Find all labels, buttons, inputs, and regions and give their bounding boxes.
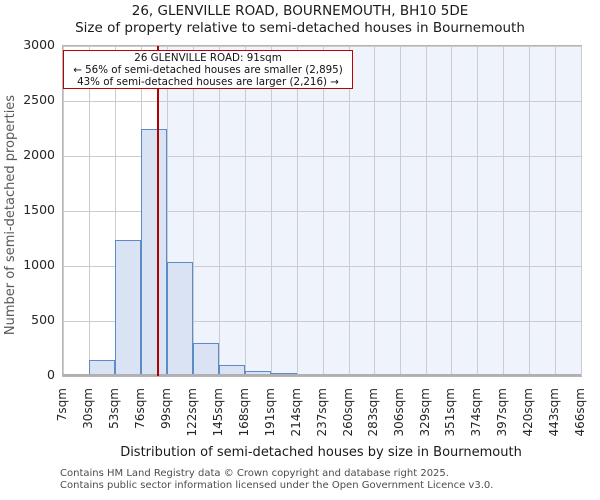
x-tick-label: 168sqm [236,388,251,437]
y-tick-label: 0 [47,367,55,382]
y-tick-label: 1500 [23,202,55,217]
gridline-v [451,46,453,376]
x-tick-label: 76sqm [132,388,147,429]
gridline-v [581,46,582,376]
gridline-h [63,156,581,157]
histogram-bar [140,128,167,376]
histogram-bar [114,239,141,376]
gridline-v [244,46,246,376]
gridline-h [63,266,581,267]
x-tick-label: 420sqm [521,388,536,437]
footer-line-2: Contains public sector information licen… [60,480,494,491]
x-tick-label: 397sqm [495,388,510,437]
gridline-v [426,46,428,376]
x-tick-label: 145sqm [210,388,225,437]
y-tick-label: 2000 [23,147,55,162]
annotation-larger-stat: 43% of semi-detached houses are larger (… [77,76,339,89]
gridline-h [63,46,581,47]
x-tick-label: 306sqm [392,388,407,437]
gridline-v [63,46,64,376]
chart-title: 26, GLENVILLE ROAD, BOURNEMOUTH, BH10 5D… [131,3,469,19]
gridline-h [63,321,581,322]
gridline-v [529,46,531,376]
annotation-box: 26 GLENVILLE ROAD: 91sqm ← 56% of semi-d… [63,50,353,89]
property-size-marker-line [156,46,159,376]
gridline-v [322,46,324,376]
x-tick-label: 237sqm [314,388,329,437]
gridline-v [88,46,90,376]
x-tick-label: 374sqm [469,388,484,437]
histogram-bar [244,371,271,376]
x-tick-label: 7sqm [55,388,69,422]
x-tick-label: 443sqm [547,388,562,437]
histogram-bar [88,359,115,376]
gridline-v [374,46,376,376]
gridline-v [270,46,272,376]
plot-area [62,45,582,377]
annotation-property-label: 26 GLENVILLE ROAD: 91sqm [134,52,282,64]
gridline-h [63,211,581,212]
footer-line-1: Contains HM Land Registry data © Crown c… [60,468,449,479]
gridline-v [218,46,220,376]
gridline-v [348,46,350,376]
histogram-bar [166,261,193,376]
gridline-v [166,46,168,376]
gridline-v [400,46,402,376]
x-tick-label: 53sqm [106,388,121,429]
x-axis-title: Distribution of semi-detached houses by … [120,445,522,460]
footer-attribution: Contains HM Land Registry data © Crown c… [60,468,493,492]
gridline-v [192,46,194,376]
gridline-v [114,46,116,376]
y-tick-label: 500 [31,312,55,327]
gridline-v [477,46,479,376]
x-tick-label: 214sqm [288,388,303,437]
gridline-v [503,46,505,376]
x-tick-label: 351sqm [443,388,458,437]
x-tick-label: 260sqm [340,388,355,437]
x-tick-label: 122sqm [184,388,199,437]
x-tick-label: 466sqm [573,388,587,437]
y-tick-label: 3000 [23,37,55,52]
histogram-bar [218,365,245,376]
histogram-bar [192,343,219,376]
x-tick-label: 329sqm [418,388,433,437]
gridline-v [555,46,557,376]
x-tick-label: 30sqm [80,388,95,429]
y-tick-label: 2500 [23,92,55,107]
x-tick-label: 191sqm [262,388,277,437]
annotation-smaller-stat: ← 56% of semi-detached houses are smalle… [73,64,343,77]
chart-subtitle: Size of property relative to semi-detach… [75,20,525,36]
x-tick-label: 283sqm [366,388,381,437]
gridline-h [63,101,581,102]
x-axis-baseline [63,374,581,376]
y-tick-label: 1000 [23,257,55,272]
x-tick-label: 99sqm [158,388,173,429]
gridline-v [296,46,298,376]
